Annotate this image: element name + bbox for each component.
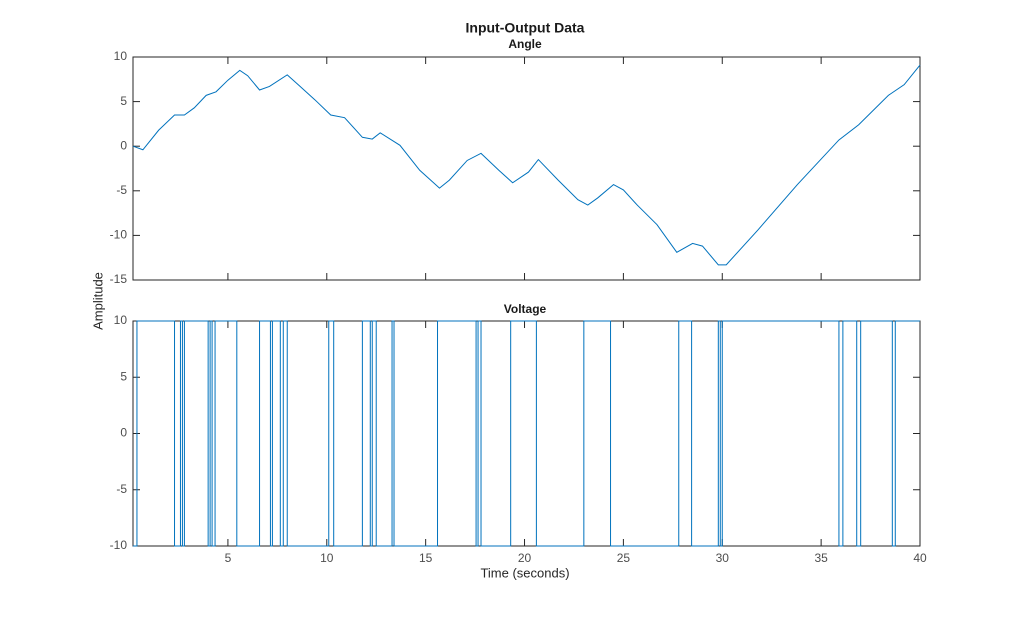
x-tick-label: 40 bbox=[913, 551, 927, 565]
y-tick-label: 0 bbox=[120, 426, 127, 440]
y-tick-label: -5 bbox=[116, 482, 127, 496]
figure-title: Input-Output Data bbox=[466, 20, 585, 36]
x-tick-label: 35 bbox=[814, 551, 828, 565]
x-tick-label: 25 bbox=[617, 551, 631, 565]
axes-box bbox=[132, 320, 921, 547]
data-line bbox=[133, 320, 920, 547]
x-tick-label: 5 bbox=[225, 551, 232, 565]
y-tick-label: 10 bbox=[114, 313, 128, 327]
y-tick-label: -10 bbox=[110, 228, 128, 242]
axes-box bbox=[132, 56, 921, 281]
x-tick-label: 20 bbox=[518, 551, 532, 565]
y-tick-label: 10 bbox=[114, 49, 128, 63]
y-tick-label: -5 bbox=[116, 183, 127, 197]
y-tick-label: 5 bbox=[120, 94, 127, 108]
y-tick-label: 5 bbox=[120, 369, 127, 383]
x-axis-label: Time (seconds) bbox=[480, 565, 569, 580]
y-axis-label: Amplitude bbox=[90, 272, 105, 330]
subplot-title: Voltage bbox=[504, 302, 547, 316]
x-tick-label: 15 bbox=[419, 551, 433, 565]
x-tick-label: 10 bbox=[320, 551, 334, 565]
data-line bbox=[132, 64, 921, 266]
subplot-title: Angle bbox=[508, 37, 542, 51]
y-tick-label: -10 bbox=[110, 538, 128, 552]
y-tick-label: -15 bbox=[110, 272, 128, 286]
x-tick-label: 30 bbox=[716, 551, 730, 565]
y-tick-label: 0 bbox=[120, 138, 127, 152]
